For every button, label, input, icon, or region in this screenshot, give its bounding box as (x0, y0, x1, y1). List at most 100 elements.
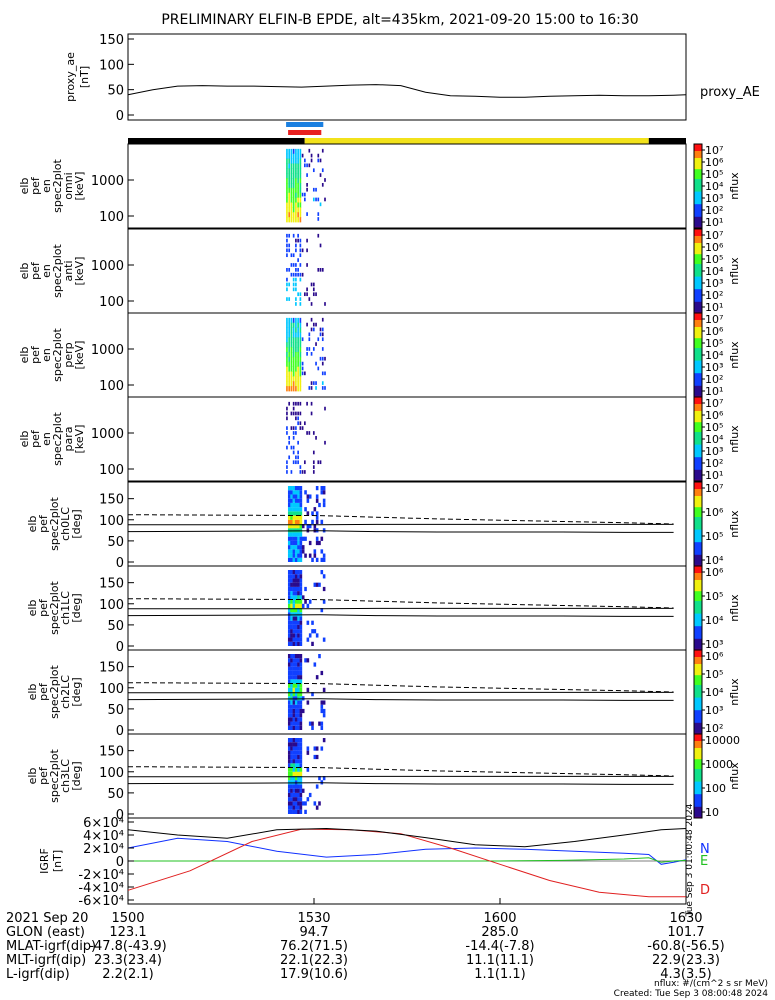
spectrogram-cell (292, 376, 295, 382)
colorbar-tick-label: 10000 (705, 734, 740, 747)
spectrogram-cell (297, 163, 299, 169)
spectrogram-cell (288, 183, 291, 189)
colorbar-swatch (694, 398, 702, 401)
spectrogram-cell (299, 207, 302, 213)
pitch-cell (322, 528, 326, 533)
pitch-cell (297, 801, 300, 806)
spectrogram-cell (290, 192, 293, 198)
colorbar-swatch (694, 165, 702, 167)
colorbar-tick-label: 10⁶ (705, 506, 724, 519)
colorbar-swatch (694, 622, 702, 624)
pitch-cell (290, 708, 293, 714)
pitch-cell (290, 700, 293, 705)
science-zone-bar-blue (286, 122, 324, 127)
spectrogram-cell (295, 183, 297, 189)
colorbar-tick-label: 10² (705, 373, 723, 386)
pitch-cell (292, 788, 296, 793)
spectrogram-cell (315, 292, 317, 297)
y-axis-label-line: pef (37, 514, 50, 533)
colorbar-swatch (694, 221, 702, 223)
colorbar-swatch (694, 273, 702, 276)
pitch-cell (322, 700, 326, 705)
pitch-cell (313, 507, 317, 512)
colorbar-swatch (694, 755, 702, 757)
colorbar-swatch (694, 609, 702, 612)
pitch-cell (299, 603, 303, 608)
colorbar-swatch (694, 588, 702, 591)
y-axis-label-line: proxy_ae (64, 52, 77, 102)
spectrogram-cell (288, 352, 291, 358)
pitch-cell (299, 570, 303, 575)
pitch-cell (297, 792, 300, 798)
pitch-cell (294, 675, 298, 680)
colorbar-tick-label: 10⁵ (705, 590, 723, 603)
colorbar-swatch (694, 200, 702, 202)
spectrogram-cell (299, 248, 302, 253)
colorbar-tick-label: 10³ (705, 704, 723, 717)
spectrogram-cell (292, 460, 295, 465)
pitch-cell (294, 578, 298, 583)
colorbar-swatch (694, 315, 702, 318)
pitch-cell (287, 675, 291, 680)
pitch-cell (292, 570, 296, 575)
pitch-cell (290, 792, 293, 798)
pitch-cell (292, 540, 296, 546)
pitch-cell (311, 629, 314, 634)
pitch-cell (290, 662, 293, 667)
spectrogram-cell (286, 327, 288, 333)
pitch-cell (311, 519, 314, 524)
pitch-cell (304, 658, 307, 663)
pitch-cell (287, 612, 291, 617)
colorbar-swatch (694, 218, 702, 221)
spectrogram-cell (308, 337, 311, 342)
pitch-cell (294, 490, 298, 495)
colorbar-swatch (694, 408, 702, 411)
colorbar-swatch (694, 685, 702, 687)
spectrogram-cell (292, 411, 295, 416)
spectrogram-cell (295, 356, 297, 363)
spectrogram-cell (310, 386, 313, 390)
pitch-cell (294, 545, 298, 550)
colorbar-swatch (694, 455, 702, 458)
spectrogram-cell (297, 178, 299, 184)
pitch-cell (294, 502, 298, 508)
spectrogram-cell (292, 197, 295, 203)
spectrogram-cell (319, 243, 322, 248)
spectrogram-cell (290, 361, 293, 367)
y-axis-label-line: elb (18, 347, 31, 364)
spectrogram-cell (288, 197, 291, 203)
colorbar-swatch (694, 734, 702, 736)
spectrogram-cell (319, 356, 322, 361)
pitch-cell (315, 633, 319, 638)
spectrogram-cell (286, 411, 288, 416)
spectrogram-cell (299, 322, 302, 328)
spectrogram-cell (297, 440, 299, 445)
colorbar-swatch (694, 596, 702, 599)
colorbar-swatch (694, 327, 702, 329)
colorbar-swatch (694, 193, 702, 195)
spectrogram-cell (299, 342, 302, 348)
pitch-cell (294, 683, 298, 688)
spectrogram-cell (292, 233, 295, 238)
y-axis-label-line: en (40, 348, 53, 362)
colorbar-swatch (694, 211, 702, 214)
pitch-cell (299, 708, 303, 714)
pitch-cell (294, 759, 298, 764)
pitch-cell (294, 624, 298, 630)
spectrogram-cell (308, 386, 311, 390)
pitch-cell (315, 511, 319, 516)
pitch-cell (290, 692, 293, 697)
pitch-cell (287, 658, 291, 663)
spectrogram-cell (292, 366, 295, 372)
colorbar-swatch (694, 461, 702, 464)
spectrogram-cell (292, 202, 295, 208)
colorbar-swatch (694, 535, 702, 538)
spectrogram-cell (295, 332, 297, 338)
spectrogram-cell (306, 292, 308, 297)
colorbar-swatch (694, 627, 702, 630)
colorbar-swatch (694, 708, 702, 711)
colorbar-swatch (694, 429, 702, 432)
spectrogram-cell (297, 268, 299, 272)
